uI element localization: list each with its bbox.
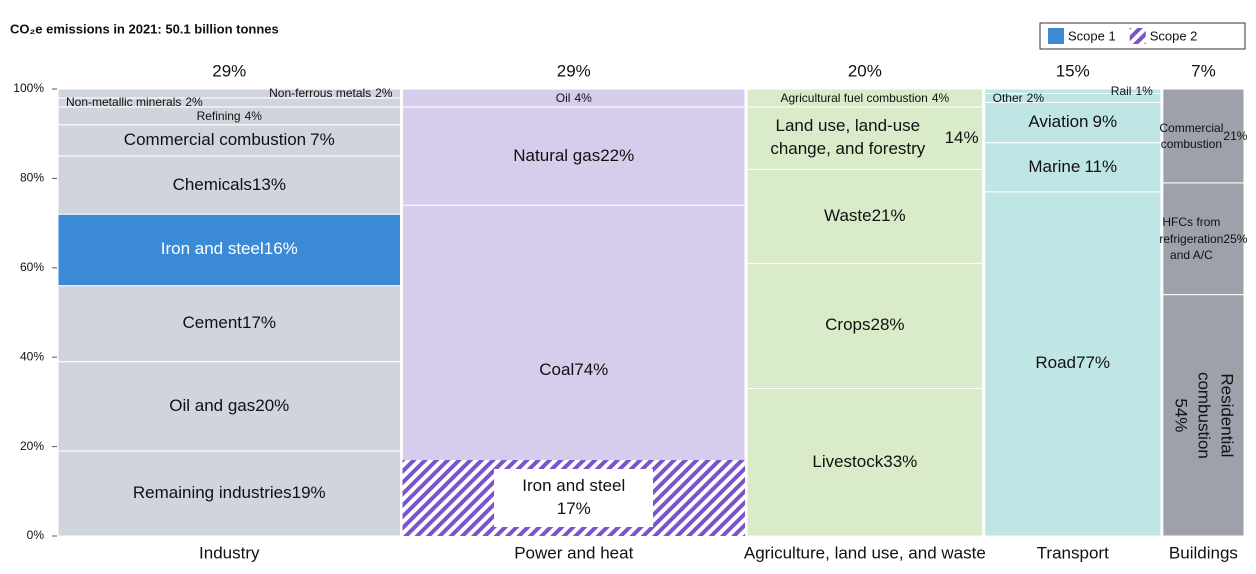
segment	[57, 97, 402, 108]
segment	[57, 450, 402, 537]
segment	[984, 142, 1162, 193]
x-category-label: Transport	[1037, 543, 1109, 562]
segment	[57, 213, 402, 287]
column-share-label: 20%	[848, 61, 882, 80]
segment	[984, 92, 1162, 103]
y-tick-label: 0%	[27, 528, 45, 542]
legend-label: Scope 2	[1150, 28, 1198, 43]
segment	[984, 88, 1162, 94]
segment	[57, 155, 402, 215]
chart-title: CO₂e emissions in 2021: 50.1 billion ton…	[10, 21, 279, 36]
segment	[57, 88, 402, 99]
segment	[1162, 88, 1245, 184]
y-tick-label: 20%	[20, 439, 44, 453]
legend-swatch	[1129, 28, 1146, 44]
y-tick-label: 100%	[13, 81, 44, 95]
segment	[746, 88, 984, 108]
segment	[57, 285, 402, 363]
segment	[984, 191, 1162, 537]
segment	[1162, 182, 1245, 296]
overlay-segment	[402, 460, 746, 536]
segment	[984, 101, 1162, 144]
segment	[402, 106, 746, 206]
x-category-label: Buildings	[1169, 543, 1238, 562]
x-category-label: Power and heat	[514, 543, 633, 562]
segment	[746, 168, 984, 264]
segment	[746, 387, 984, 537]
x-category-label: Industry	[199, 543, 260, 562]
segment	[57, 106, 402, 126]
segment	[402, 88, 746, 108]
segment	[57, 361, 402, 452]
legend-swatch	[1048, 28, 1064, 44]
column-share-label: 29%	[557, 61, 591, 80]
segment	[746, 106, 984, 170]
y-tick-label: 40%	[20, 349, 44, 363]
segment	[1162, 294, 1245, 537]
column-share-label: 7%	[1191, 61, 1216, 80]
column-share-label: 15%	[1056, 61, 1090, 80]
y-tick-label: 60%	[20, 260, 44, 274]
legend-label: Scope 1	[1068, 28, 1116, 43]
segment	[746, 262, 984, 389]
y-tick-label: 80%	[20, 171, 44, 185]
segment	[57, 124, 402, 157]
x-category-label: Agriculture, land use, and waste	[744, 543, 986, 562]
column-share-label: 29%	[212, 61, 246, 80]
